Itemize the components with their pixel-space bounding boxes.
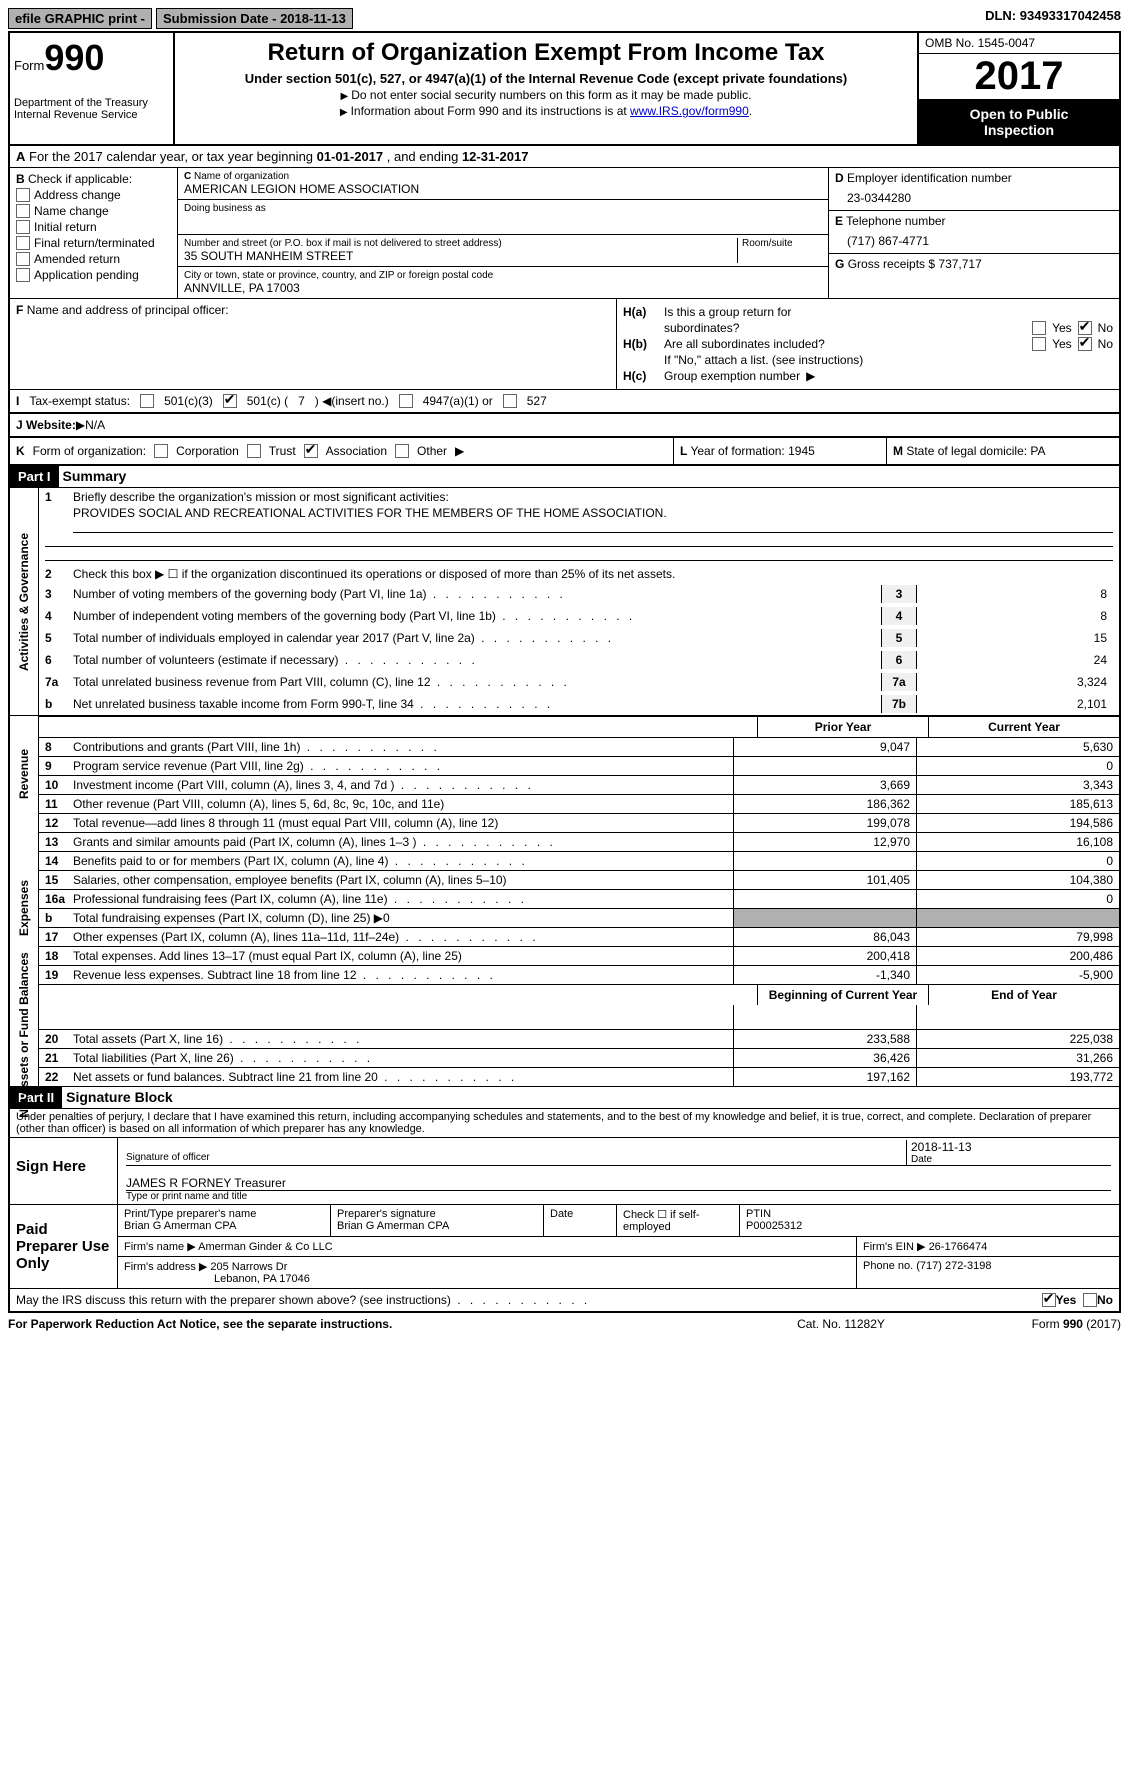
ha-yes[interactable] bbox=[1032, 321, 1046, 335]
part1-netassets: Net Assets or Fund Balances Beginning of… bbox=[10, 984, 1119, 1087]
k-corp[interactable] bbox=[154, 444, 168, 458]
top-toolbar: efile GRAPHIC print - Submission Date - … bbox=[8, 8, 1121, 29]
k-assoc[interactable] bbox=[304, 444, 318, 458]
section-i: I Tax-exempt status: 501(c)(3) 501(c) ( … bbox=[10, 390, 1119, 414]
org-name: AMERICAN LEGION HOME ASSOCIATION bbox=[184, 182, 822, 196]
side-label-ag: Activities & Governance bbox=[17, 532, 31, 670]
org-street: 35 SOUTH MANHEIM STREET bbox=[184, 249, 737, 263]
may-discuss: May the IRS discuss this return with the… bbox=[10, 1289, 1119, 1311]
irs-link[interactable]: www.IRS.gov/form990 bbox=[630, 104, 749, 118]
part1-header: Part ISummary bbox=[10, 466, 1119, 488]
section-b: B Check if applicable: Address change Na… bbox=[10, 168, 178, 298]
cb-final-return[interactable]: Final return/terminated bbox=[16, 236, 171, 250]
sign-here: Sign Here Signature of officer2018-11-13… bbox=[10, 1138, 1119, 1205]
form-number: Form990 bbox=[14, 37, 169, 79]
section-f: F Name and address of principal officer: bbox=[10, 299, 617, 389]
phone: (717) 867-4771 bbox=[835, 228, 1113, 250]
note-ssn: Do not enter social security numbers on … bbox=[185, 88, 907, 102]
omb-no: OMB No. 1545-0047 bbox=[919, 33, 1119, 54]
section-h: H(a)Is this a group return for subordina… bbox=[617, 299, 1119, 389]
form-title: Return of Organization Exempt From Incom… bbox=[185, 39, 907, 67]
form-container: Form990 Department of the TreasuryIntern… bbox=[8, 31, 1121, 1313]
form-subtitle: Under section 501(c), 527, or 4947(a)(1)… bbox=[185, 71, 907, 86]
discuss-no[interactable] bbox=[1083, 1293, 1097, 1307]
side-label-expenses: Expenses bbox=[17, 880, 31, 936]
paid-preparer: Paid Preparer Use Only Print/Type prepar… bbox=[10, 1205, 1119, 1289]
dln-label: DLN: 93493317042458 bbox=[985, 8, 1121, 29]
cb-name-change[interactable]: Name change bbox=[16, 204, 171, 218]
open-public: Open to PublicInspection bbox=[919, 100, 1119, 144]
section-a: A For the 2017 calendar year, or tax yea… bbox=[10, 146, 1119, 168]
footer: For Paperwork Reduction Act Notice, see … bbox=[8, 1313, 1121, 1335]
section-deg: D Employer identification number23-03442… bbox=[829, 168, 1119, 298]
i-4947[interactable] bbox=[399, 394, 413, 408]
mission: PROVIDES SOCIAL AND RECREATIONAL ACTIVIT… bbox=[39, 506, 1119, 520]
header-right: OMB No. 1545-0047 2017 Open to PublicIns… bbox=[917, 33, 1119, 144]
header-mid: Return of Organization Exempt From Incom… bbox=[175, 33, 917, 144]
cb-address-change[interactable]: Address change bbox=[16, 188, 171, 202]
cb-application-pending[interactable]: Application pending bbox=[16, 268, 171, 282]
hb-yes[interactable] bbox=[1032, 337, 1046, 351]
i-501c3[interactable] bbox=[140, 394, 154, 408]
section-c: C Name of organizationAMERICAN LEGION HO… bbox=[178, 168, 829, 298]
part1-expenses: Expenses 13Grants and similar amounts pa… bbox=[10, 832, 1119, 984]
subdate-btn[interactable]: Submission Date - 2018-11-13 bbox=[156, 8, 353, 29]
section-fh: F Name and address of principal officer:… bbox=[10, 299, 1119, 390]
section-klm: K Form of organization: Corporation Trus… bbox=[10, 438, 1119, 466]
ha-no[interactable] bbox=[1078, 321, 1092, 335]
side-label-netassets: Net Assets or Fund Balances bbox=[17, 952, 31, 1118]
cb-initial-return[interactable]: Initial return bbox=[16, 220, 171, 234]
ein: 23-0344280 bbox=[835, 185, 1113, 207]
tax-year: 2017 bbox=[919, 54, 1119, 100]
hb-no[interactable] bbox=[1078, 337, 1092, 351]
org-city: ANNVILLE, PA 17003 bbox=[184, 281, 822, 295]
section-bcd: B Check if applicable: Address change Na… bbox=[10, 168, 1119, 299]
i-501c[interactable] bbox=[223, 394, 237, 408]
part1-revenue: Revenue Prior YearCurrent Year 8Contribu… bbox=[10, 716, 1119, 832]
k-trust[interactable] bbox=[247, 444, 261, 458]
header-left: Form990 Department of the TreasuryIntern… bbox=[10, 33, 175, 144]
dept-treasury: Department of the TreasuryInternal Reven… bbox=[14, 97, 169, 121]
penalty-text: Under penalties of perjury, I declare th… bbox=[10, 1109, 1119, 1138]
side-label-revenue: Revenue bbox=[17, 749, 31, 799]
efile-btn[interactable]: efile GRAPHIC print - bbox=[8, 8, 152, 29]
k-other[interactable] bbox=[395, 444, 409, 458]
note-info: Information about Form 990 and its instr… bbox=[185, 104, 907, 118]
part2-header: Part IISignature Block bbox=[10, 1087, 1119, 1109]
header: Form990 Department of the TreasuryIntern… bbox=[10, 33, 1119, 146]
i-527[interactable] bbox=[503, 394, 517, 408]
cb-amended[interactable]: Amended return bbox=[16, 252, 171, 266]
section-j: J Website: ▶ N/A bbox=[10, 414, 1119, 438]
gross-receipts: 737,717 bbox=[938, 257, 981, 271]
part1-ag: Activities & Governance 1Briefly describ… bbox=[10, 488, 1119, 716]
discuss-yes[interactable] bbox=[1042, 1293, 1056, 1307]
